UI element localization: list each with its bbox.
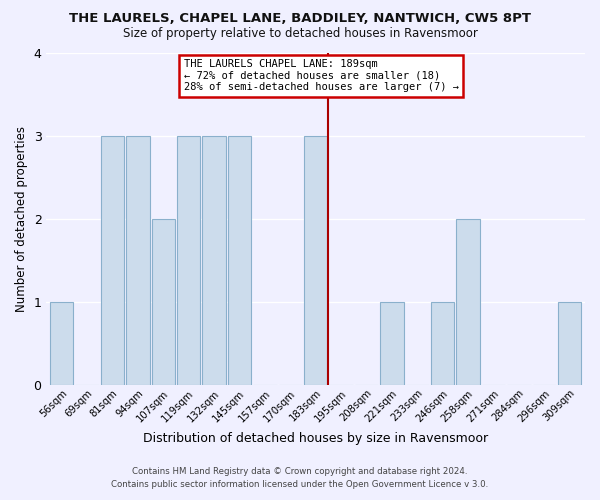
X-axis label: Distribution of detached houses by size in Ravensmoor: Distribution of detached houses by size … [143, 432, 488, 445]
Bar [101, 136, 124, 386]
Bar [380, 302, 404, 386]
Bar [126, 136, 149, 386]
Text: Size of property relative to detached houses in Ravensmoor: Size of property relative to detached ho… [122, 28, 478, 40]
Bar [152, 219, 175, 386]
Bar [558, 302, 581, 386]
Bar [457, 219, 480, 386]
Bar [228, 136, 251, 386]
Y-axis label: Number of detached properties: Number of detached properties [15, 126, 28, 312]
Bar [202, 136, 226, 386]
Text: THE LAURELS CHAPEL LANE: 189sqm
← 72% of detached houses are smaller (18)
28% of: THE LAURELS CHAPEL LANE: 189sqm ← 72% of… [184, 59, 458, 92]
Text: THE LAURELS, CHAPEL LANE, BADDILEY, NANTWICH, CW5 8PT: THE LAURELS, CHAPEL LANE, BADDILEY, NANT… [69, 12, 531, 26]
Bar [304, 136, 328, 386]
Bar [177, 136, 200, 386]
Bar [431, 302, 454, 386]
Bar [50, 302, 73, 386]
Text: Contains HM Land Registry data © Crown copyright and database right 2024.
Contai: Contains HM Land Registry data © Crown c… [112, 467, 488, 489]
